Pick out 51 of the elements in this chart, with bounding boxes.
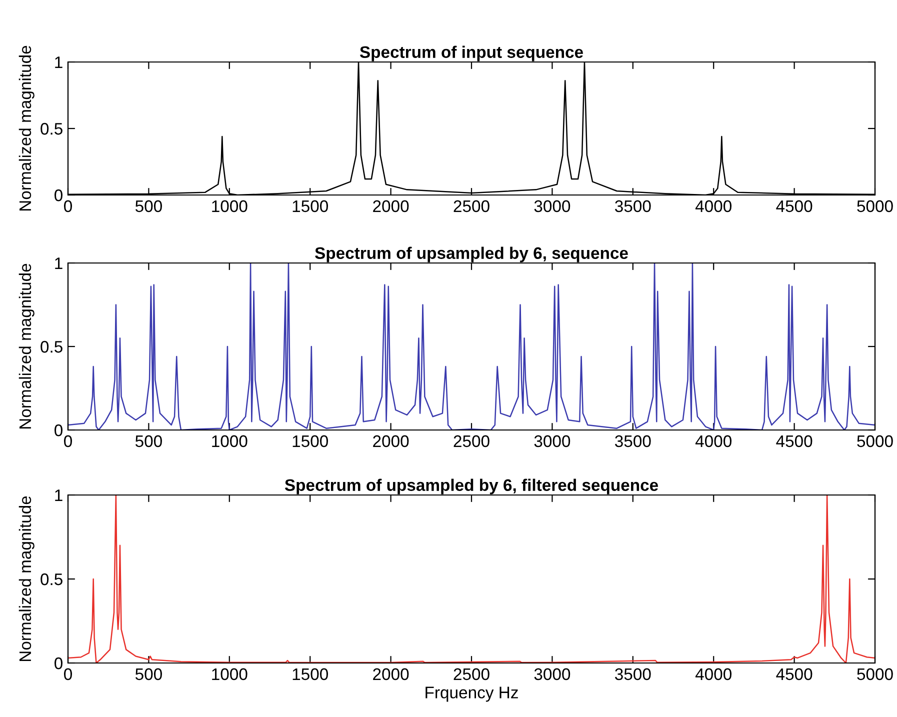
y-axis-title: Normalized magnitude xyxy=(18,496,34,661)
x-tick-label: 5000 xyxy=(857,200,893,212)
x-tick-label: 3000 xyxy=(534,200,570,212)
x-tick-label: 0 xyxy=(64,668,72,680)
x-tick-label: 1500 xyxy=(292,200,328,212)
y-axis-title: Normalized magnitude xyxy=(18,264,34,428)
x-tick-label: 0 xyxy=(64,435,72,448)
x-tick-label: 500 xyxy=(135,435,162,448)
y-tick-label: 1 xyxy=(55,490,62,502)
x-tick-label: 5000 xyxy=(857,435,893,448)
y-tick-label: 1 xyxy=(55,258,62,270)
x-tick-label: 1000 xyxy=(212,200,248,212)
y-tick-label: 0 xyxy=(54,189,62,202)
x-tick-label: 3500 xyxy=(615,435,651,448)
x-tick-label: 0 xyxy=(64,200,72,212)
y-axis-title: Normalized magnitude xyxy=(18,46,34,210)
y-tick-label: 0 xyxy=(54,424,62,436)
chart-title: Spectrum of input sequence xyxy=(360,46,583,62)
x-tick-label: 2000 xyxy=(373,200,409,212)
x-tick-label: 3500 xyxy=(615,668,651,680)
line-series xyxy=(68,263,875,430)
x-tick-label: 2500 xyxy=(454,435,490,448)
x-tick-label: 2000 xyxy=(373,668,409,680)
chart-title: Spectrum of upsampled by 6, sequence xyxy=(315,246,628,262)
x-tick-label: 3000 xyxy=(534,668,570,680)
x-tick-label: 2500 xyxy=(454,200,490,212)
x-tick-label: 1000 xyxy=(212,435,248,448)
x-tick-label: 4500 xyxy=(776,668,812,680)
x-tick-label: 2000 xyxy=(373,435,409,448)
x-tick-label: 4000 xyxy=(695,200,732,212)
x-tick-label: 4500 xyxy=(776,435,812,448)
x-tick-label: 1500 xyxy=(292,435,328,448)
x-tick-label: 500 xyxy=(135,668,162,680)
x-tick-label: 1000 xyxy=(212,668,248,680)
y-tick-label: 0.5 xyxy=(40,122,62,135)
x-tick-label: 4500 xyxy=(776,200,812,212)
x-tick-label: 4000 xyxy=(695,435,732,448)
x-tick-label: 3000 xyxy=(534,435,570,448)
x-tick-label: 4000 xyxy=(695,668,732,680)
y-tick-label: 0 xyxy=(54,657,62,670)
x-tick-label: 1500 xyxy=(292,668,328,680)
x-tick-label: 2500 xyxy=(454,668,490,680)
x-tick-label: 5000 xyxy=(857,668,893,680)
x-tick-label: 3500 xyxy=(615,200,651,212)
y-tick-label: 0.5 xyxy=(40,340,62,353)
line-series xyxy=(68,495,875,663)
y-tick-label: 0.5 xyxy=(40,573,62,586)
chart-title: Spectrum of upsampled by 6, filtered sequence xyxy=(284,478,658,494)
x-axis-title: Frquency Hz xyxy=(426,686,518,702)
y-tick-label: 1 xyxy=(55,56,62,68)
x-tick-label: 500 xyxy=(135,200,162,212)
